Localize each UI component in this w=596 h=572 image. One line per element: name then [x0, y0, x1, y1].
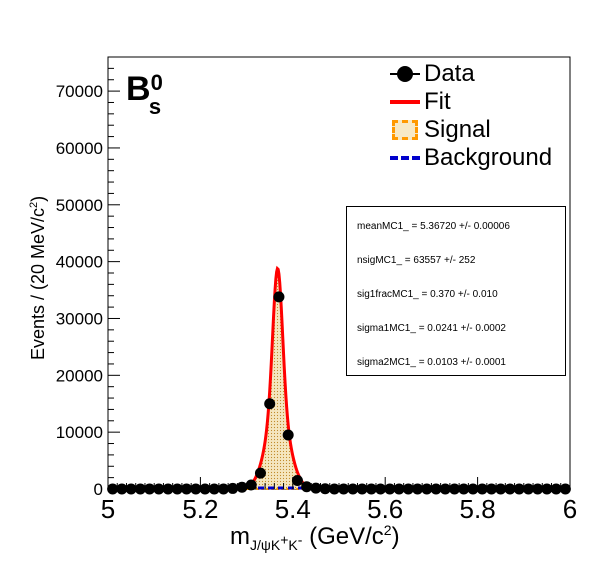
y-tick-label: 40000: [56, 253, 103, 272]
param-nsig: nsigMC1_ = 63557 +/- 252: [357, 255, 475, 266]
x-tick-label: 6: [563, 494, 577, 524]
y-tick-label: 50000: [56, 196, 103, 215]
data-point: [255, 468, 266, 479]
signal-fill-icon: [388, 120, 422, 140]
param-sigma1: sigma1MC1_ = 0.0241 +/- 0.0002: [357, 323, 506, 334]
x-axis-label: mJ/ψK+K- (GeV/c2): [230, 522, 400, 553]
data-point: [292, 475, 303, 486]
x-tick-label: 5.8: [460, 494, 496, 524]
data-point: [273, 291, 284, 302]
data-point: [246, 480, 257, 491]
y-tick-label: 0: [94, 480, 103, 499]
data-point: [283, 430, 294, 441]
legend-label-fit: Fit: [424, 90, 451, 114]
y-tick-label: 60000: [56, 139, 103, 158]
data-point: [560, 484, 571, 495]
param-sig1frac: sig1fracMC1_ = 0.370 +/- 0.010: [357, 289, 498, 300]
legend-label-data: Data: [424, 62, 475, 86]
legend-entry-signal: Signal: [388, 116, 588, 144]
param-sigma2: sigma2MC1_ = 0.0103 +/- 0.0001: [357, 357, 506, 368]
legend-entry-data: Data: [388, 60, 588, 88]
data-marker-icon: [388, 64, 422, 84]
y-tick-label: 10000: [56, 423, 103, 442]
x-tick-label: 5.4: [275, 494, 311, 524]
param-mean: meanMC1_ = 5.36720 +/- 0.00006: [357, 221, 510, 232]
legend-label-background: Background: [424, 146, 552, 170]
particle-label: B0s: [126, 72, 175, 118]
y-axis-label: Events / (20 MeV/c2): [28, 196, 49, 360]
data-point: [227, 483, 238, 494]
background-line-icon: [388, 148, 422, 168]
y-tick-label: 30000: [56, 309, 103, 328]
y-tick-label: 70000: [56, 82, 103, 101]
x-tick-label: 5.6: [367, 494, 403, 524]
legend: Data Fit Signal Background: [388, 60, 588, 172]
fit-parameters-box: meanMC1_ = 5.36720 +/- 0.00006 nsigMC1_ …: [346, 206, 566, 376]
data-point: [236, 482, 247, 493]
legend-entry-fit: Fit: [388, 88, 588, 116]
y-tick-label: 20000: [56, 366, 103, 385]
legend-entry-background: Background: [388, 144, 588, 172]
data-point: [264, 398, 275, 409]
legend-label-signal: Signal: [424, 118, 491, 142]
fit-line-icon: [388, 92, 422, 112]
x-tick-label: 5.2: [182, 494, 218, 524]
data-point: [301, 481, 312, 492]
